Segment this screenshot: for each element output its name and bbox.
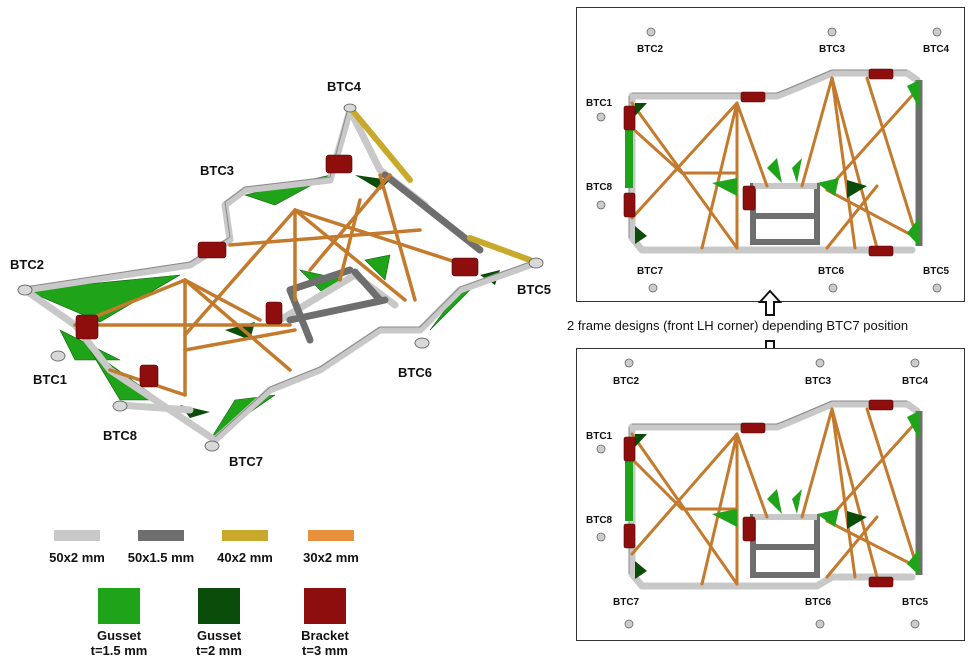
legend-label-tube-30x2: 30x2 mm <box>303 550 359 565</box>
legend-swatch-tube-40x2 <box>222 530 268 541</box>
bottom-label-btc8: BTC8 <box>586 515 613 526</box>
legend-label-bracket-line1: Bracket <box>301 628 349 643</box>
iso-label-btc5: BTC5 <box>517 282 551 297</box>
legend-swatch-gusset-1-5 <box>98 588 140 624</box>
iso-label-btc1: BTC1 <box>33 372 67 387</box>
legend-swatch-tube-30x2 <box>308 530 354 541</box>
legend: 50x2 mm 50x1.5 mm 40x2 mm 30x2 mm Gusset… <box>40 520 400 666</box>
iso-gussets-light <box>24 174 476 441</box>
bottom-label-btc2: BTC2 <box>613 376 640 387</box>
bottom-label-btc1: BTC1 <box>586 431 613 442</box>
legend-label-tube-50x1-5: 50x1.5 mm <box>127 550 195 565</box>
top-label-btc7: BTC7 <box>637 266 664 277</box>
top-label-btc6: BTC6 <box>818 266 845 277</box>
top-label-btc5: BTC5 <box>923 266 950 277</box>
bottom-plan-drawing <box>596 358 923 629</box>
bottom-label-btc3: BTC3 <box>805 376 832 387</box>
top-plan-panel: BTC2 BTC3 BTC4 BTC1 BTC8 BTC7 BTC6 BTC5 <box>576 7 965 302</box>
bottom-label-btc4: BTC4 <box>902 376 929 387</box>
iso-label-btc2: BTC2 <box>10 257 44 272</box>
top-label-btc1: BTC1 <box>586 98 613 109</box>
iso-label-btc3: BTC3 <box>200 163 234 178</box>
iso-label-btc7: BTC7 <box>229 454 263 469</box>
legend-swatch-tube-50x2 <box>54 530 100 541</box>
top-plan-drawing <box>596 27 942 293</box>
bottom-label-btc7: BTC7 <box>613 597 640 608</box>
iso-frame-view: BTC4 BTC3 BTC2 BTC5 BTC1 BTC6 BTC8 BTC7 <box>0 0 560 500</box>
legend-label-bracket-line2: t=3 mm <box>302 643 348 658</box>
iso-frame-drawing <box>17 103 544 452</box>
iso-brackets <box>75 154 479 388</box>
top-label-btc8: BTC8 <box>586 182 613 193</box>
bottom-label-btc6: BTC6 <box>805 597 832 608</box>
legend-label-gusset-2-line1: Gusset <box>196 628 242 643</box>
frame-design-caption: 2 frame designs (front LH corner) depend… <box>567 318 909 333</box>
bottom-label-btc5: BTC5 <box>902 597 929 608</box>
legend-label-gusset-1-5-line1: Gusset <box>96 628 142 643</box>
legend-label-tube-50x2: 50x2 mm <box>49 550 105 565</box>
legend-label-gusset-1-5-line2: t=1.5 mm <box>90 643 148 658</box>
iso-label-btc4: BTC4 <box>327 79 361 94</box>
legend-swatch-gusset-2 <box>198 588 240 624</box>
legend-swatch-tube-50x1-5 <box>138 530 184 541</box>
iso-tubes-yellow <box>349 107 533 263</box>
legend-swatch-bracket <box>304 588 346 624</box>
bottom-plan-panel: BTC2 BTC3 BTC4 BTC1 BTC8 BTC7 BTC6 BTC5 <box>576 348 965 641</box>
legend-label-tube-40x2: 40x2 mm <box>217 550 273 565</box>
iso-tubes-light-edge <box>24 107 531 438</box>
iso-tubes-orange <box>73 173 467 397</box>
legend-label-gusset-2-line2: t=2 mm <box>196 643 242 658</box>
iso-label-btc8: BTC8 <box>103 428 137 443</box>
top-label-btc2: BTC2 <box>637 44 664 55</box>
up-arrow-icon <box>757 289 783 316</box>
iso-label-btc6: BTC6 <box>398 365 432 380</box>
top-label-btc4: BTC4 <box>923 44 950 55</box>
top-label-btc3: BTC3 <box>819 44 846 55</box>
iso-pucks <box>17 103 544 452</box>
